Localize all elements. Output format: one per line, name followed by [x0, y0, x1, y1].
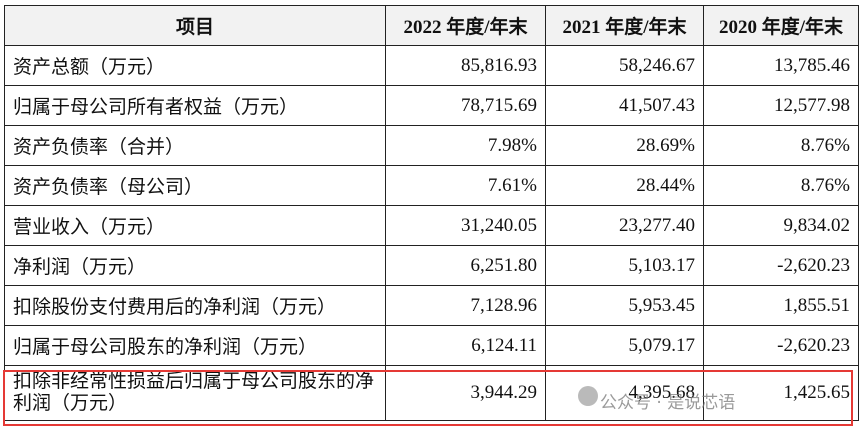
value-cell: 6,251.80: [385, 245, 546, 286]
watermark: 公众号 · 是说芯语: [600, 393, 736, 413]
row-label: 扣除股份支付费用后的净利润（万元）: [4, 285, 386, 326]
value-cell: 6,124.11: [385, 325, 546, 366]
value-cell: 3,944.29: [385, 365, 546, 421]
table-row: 资产负债率（母公司） 7.61% 28.44% 8.76%: [4, 165, 859, 206]
value-cell: 4,395.68: [545, 365, 704, 421]
value-cell: 8.76%: [703, 165, 859, 206]
value-cell: 13,785.46: [703, 45, 859, 86]
header-row: 项目 2022 年度/年末 2021 年度/年末 2020 年度/年末: [4, 5, 859, 46]
header-cell: 项目: [4, 5, 386, 46]
table-row: 扣除股份支付费用后的净利润（万元） 7,128.96 5,953.45 1,855.5…: [4, 285, 859, 326]
table-row: 营业收入（万元） 31,240.05 23,277.40 9,834.02: [4, 205, 859, 246]
row-label: 资产负债率（合并）: [4, 125, 386, 166]
table-row: 资产负债率（合并） 7.98% 28.69% 8.76%: [4, 125, 859, 166]
value-cell: 5,079.17: [545, 325, 704, 366]
value-cell: 31,240.05: [385, 205, 546, 246]
row-label: 归属于母公司所有者权益（万元）: [4, 85, 386, 126]
value-cell: 7.61%: [385, 165, 546, 206]
value-cell: 8.76%: [703, 125, 859, 166]
value-cell: -2,620.23: [703, 325, 859, 366]
value-cell: 58,246.67: [545, 45, 704, 86]
row-label: 扣除非经常性损益后归属于母公司股东的净利润（万元）: [4, 365, 386, 421]
table-body: 资产总额（万元） 85,816.93 58,246.67 13,785.46 归属于母公…: [4, 45, 859, 421]
table-row: 扣除非经常性损益后归属于母公司股东的净利润（万元） 3,944.29 4,395.6…: [4, 365, 859, 421]
value-cell: -2,620.23: [703, 245, 859, 286]
value-cell: 78,715.69: [385, 85, 546, 126]
row-label: 资产负债率（母公司）: [4, 165, 386, 206]
value-cell: 12,577.98: [703, 85, 859, 126]
value-cell: 9,834.02: [703, 205, 859, 246]
header-cell: 2022 年度/年末: [385, 5, 546, 46]
value-cell: 1,425.65: [703, 365, 859, 421]
value-cell: 41,507.43: [545, 85, 704, 126]
value-cell: 7.98%: [385, 125, 546, 166]
table-row: 净利润（万元） 6,251.80 5,103.17 -2,620.23: [4, 245, 859, 286]
value-cell: 23,277.40: [545, 205, 704, 246]
table-row: 归属于母公司股东的净利润（万元） 6,124.11 5,079.17 -2,620.2…: [4, 325, 859, 366]
row-label: 营业收入（万元）: [4, 205, 386, 246]
highlight-box: [3, 370, 853, 426]
watermark-icon: [578, 386, 598, 406]
table-row: 归属于母公司所有者权益（万元） 78,715.69 41,507.43 12,577.…: [4, 85, 859, 126]
value-cell: 5,103.17: [545, 245, 704, 286]
value-cell: 1,855.51: [703, 285, 859, 326]
row-label: 净利润（万元）: [4, 245, 386, 286]
header-cell: 2020 年度/年末: [703, 5, 859, 46]
value-cell: 85,816.93: [385, 45, 546, 86]
table-row: 资产总额（万元） 85,816.93 58,246.67 13,785.46: [4, 45, 859, 86]
value-cell: 5,953.45: [545, 285, 704, 326]
row-label: 归属于母公司股东的净利润（万元）: [4, 325, 386, 366]
financial-table: 项目 2022 年度/年末 2021 年度/年末 2020 年度/年末 资产总额（万元…: [4, 5, 859, 421]
row-label: 资产总额（万元）: [4, 45, 386, 86]
header-cell: 2021 年度/年末: [545, 5, 704, 46]
value-cell: 7,128.96: [385, 285, 546, 326]
value-cell: 28.69%: [545, 125, 704, 166]
value-cell: 28.44%: [545, 165, 704, 206]
